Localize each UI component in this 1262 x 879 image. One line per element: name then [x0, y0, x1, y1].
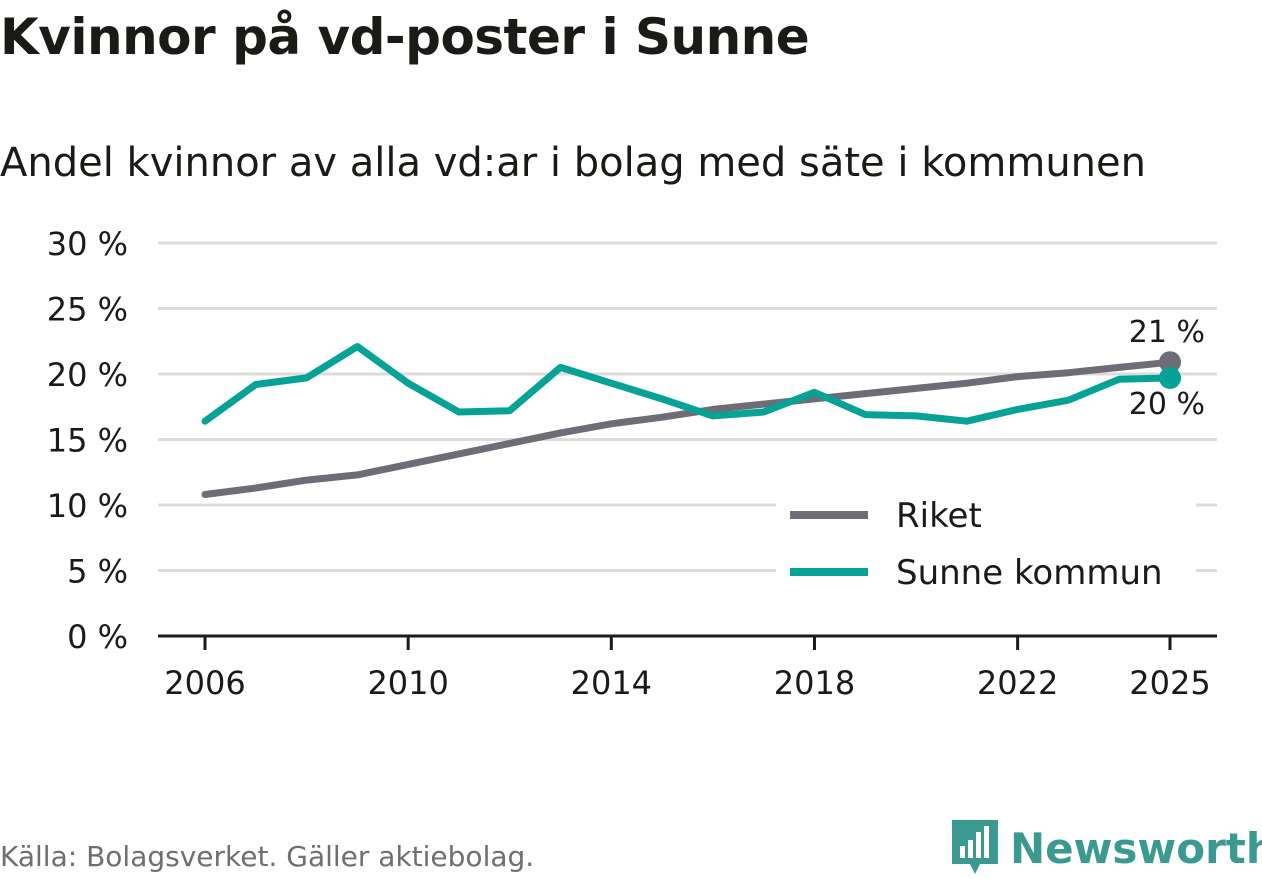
x-tick-label: 2014 — [571, 664, 652, 702]
newsworthy-logo-icon — [952, 820, 998, 874]
x-axis-ticks: 2006 2010 2014 2018 2022 2025 — [164, 636, 1211, 702]
y-tick-label: 0 % — [67, 618, 128, 656]
x-tick-label: 2010 — [367, 664, 448, 702]
y-tick-label: 25 % — [47, 291, 128, 329]
x-tick-label: 2006 — [164, 664, 245, 702]
y-tick-label: 15 % — [47, 422, 128, 460]
legend-label: Riket — [896, 496, 982, 536]
y-axis-ticks: 0 % 5 % 10 % 15 % 20 % 25 % 30 % — [47, 225, 128, 656]
end-labels: 21 % 20 % — [1129, 315, 1205, 422]
end-label-riket: 21 % — [1129, 315, 1205, 350]
legend-label: Sunne kommun — [896, 553, 1163, 593]
y-tick-label: 10 % — [47, 487, 128, 525]
y-tick-label: 30 % — [47, 225, 128, 263]
chart-subtitle: Andel kvinnor av alla vd:ar i bolag med … — [0, 140, 1146, 186]
legend: Riket Sunne kommun — [776, 493, 1196, 594]
end-label-sunne: 20 % — [1129, 387, 1205, 422]
brand-name: Newsworthy — [1010, 823, 1262, 873]
series-lines — [201, 343, 1181, 498]
x-tick-label: 2022 — [977, 664, 1058, 702]
series-line-riket — [201, 358, 1174, 498]
newsworthy-logo: Newsworthy — [950, 818, 1262, 878]
y-tick-label: 5 % — [67, 553, 128, 591]
end-point-riket — [1159, 351, 1181, 374]
x-tick-label: 2025 — [1129, 664, 1210, 702]
y-tick-label: 20 % — [47, 356, 128, 394]
x-tick-label: 2018 — [774, 664, 855, 702]
end-point-sunne — [1159, 366, 1181, 389]
series-line-sunne — [201, 343, 1174, 425]
chart-title: Kvinnor på vd-poster i Sunne — [0, 8, 810, 66]
source-note: Källa: Bolagsverket. Gäller aktiebolag. — [0, 840, 535, 873]
